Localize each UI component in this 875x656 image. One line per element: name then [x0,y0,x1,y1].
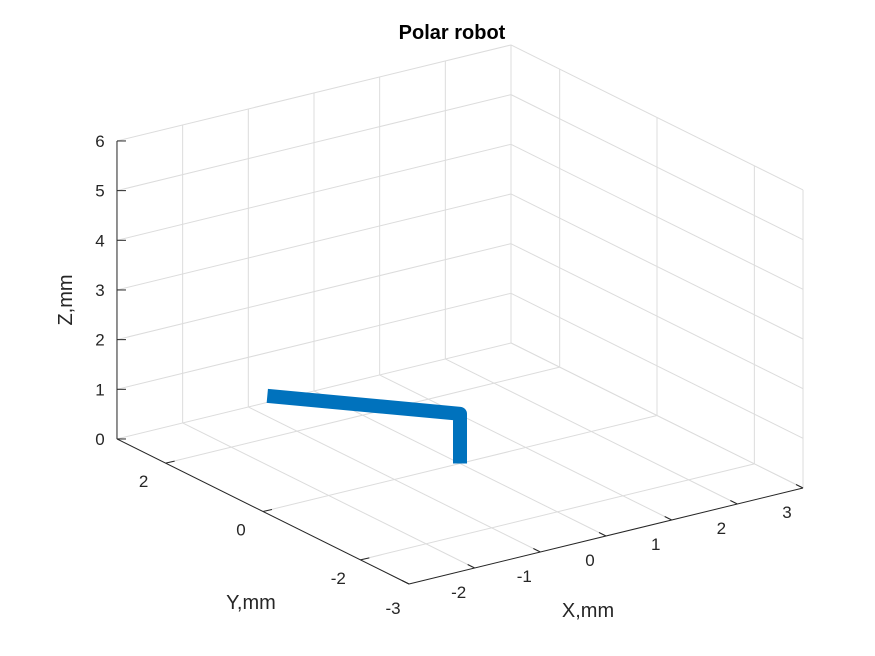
grid-line [116,193,512,291]
x-tick-label: 2 [717,519,726,538]
grid-line [116,292,512,390]
z-tick-label: 3 [95,281,104,300]
grid-line [510,44,804,191]
y-tick [165,460,175,464]
y-tick [262,509,273,512]
x-tick [401,580,410,585]
z-tick-label: 4 [95,231,104,250]
x-tick-label: 0 [585,551,594,570]
y-tick-label: 2 [139,472,148,491]
z-tick-label: 1 [95,380,104,399]
y-tick [360,557,370,561]
grid-line [510,94,804,241]
x-tick-label: 1 [651,535,660,554]
grid-line [116,243,512,341]
x-tick-label: -3 [385,599,400,618]
x-tick [664,516,672,521]
grid-line [360,463,755,561]
z-tick-label: 0 [95,430,104,449]
z-axis-label: Z,mm [55,274,77,325]
y-tick-label: 0 [236,520,245,539]
x-axis-label: X,mm [562,600,614,622]
grid-line [510,292,804,439]
z-tick-label: 2 [95,331,104,350]
chart-title: Polar robot [399,22,506,44]
x-tick [533,548,541,553]
grid [116,44,804,585]
grid-line [510,243,804,390]
tick-labels: -3 -2 -1 0 1 2 3 -2 0 2 0 1 2 3 4 5 6 [95,132,792,618]
series [266,388,467,464]
grid-line [510,193,804,340]
x-tick-label: 3 [782,503,791,522]
x-tick [730,500,738,505]
y-tick-label: -2 [331,569,346,588]
y-axis-label: Y,mm [226,592,276,614]
x-tick [598,532,607,537]
x-tick [467,564,475,569]
grid-line [116,94,512,192]
grid-line [165,366,560,464]
x-tick-label: -2 [451,583,466,602]
grid-line [510,143,804,290]
robot-arm-line [266,388,467,464]
x-tick [795,484,804,489]
z-tick-label: 6 [95,132,104,151]
axes [116,140,804,585]
grid-line [116,143,512,241]
x-tick-label: -1 [517,567,532,586]
z-tick-label: 5 [95,182,104,201]
grid-line [510,342,804,489]
grid-line [116,342,512,440]
grid-line [116,44,512,142]
